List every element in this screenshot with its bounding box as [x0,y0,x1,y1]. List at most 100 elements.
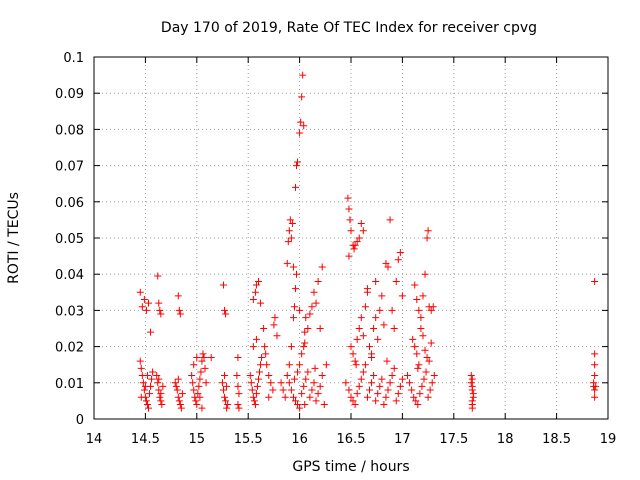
data-point [322,361,330,369]
data-point [287,386,295,394]
data-point [291,397,299,405]
x-tick-label: 18 [497,432,514,447]
data-point [143,372,151,380]
data-point [414,401,422,409]
data-point [171,379,179,387]
data-point [257,299,265,307]
y-tick-label: 0.09 [55,87,84,102]
data-point [344,194,352,202]
data-point [137,364,145,372]
data-point [422,368,430,376]
data-point [353,390,361,398]
data-point [219,379,226,387]
x-tick-label: 19 [600,432,617,447]
x-axis-title: GPS time / hours [292,459,409,475]
data-point [291,285,299,293]
data-point [207,353,215,361]
data-point [350,245,358,253]
data-point [137,393,145,401]
y-tick-label: 0.03 [55,304,84,319]
data-point [592,382,600,390]
data-point [370,325,378,332]
data-point [234,353,242,361]
data-point [267,379,275,387]
data-point [384,263,392,271]
data-point [294,401,302,409]
data-point [190,386,198,394]
data-point [221,393,229,401]
data-point [138,303,146,311]
data-point [159,382,167,390]
data-point [175,306,183,314]
data-point [301,401,309,409]
data-point [368,353,376,361]
x-tick-label: 14.5 [131,432,160,447]
data-point [136,357,144,365]
data-point [304,325,312,332]
data-point [421,270,429,278]
data-point [372,397,380,405]
data-point [223,382,231,390]
data-point [363,285,371,293]
y-tick-label: 0 [76,413,84,428]
data-point [411,281,419,289]
chart-title: Day 170 of 2019, Rate Of TEC Index for r… [161,20,537,36]
y-axis: 0 0.01 0.02 0.03 0.04 0.05 0.06 0.07 0.08 0.09 0.1 [55,51,608,428]
data-point [193,401,201,409]
data-point [176,401,184,409]
data-point [306,393,314,401]
data-point [260,325,268,332]
data-point [252,281,260,289]
data-point [467,379,475,387]
y-tick-label: 0.05 [55,232,84,247]
data-point [293,162,301,170]
data-point [342,379,350,387]
data-point [304,368,312,376]
data-point [148,375,156,383]
data-point [416,390,424,398]
data-point [388,306,396,314]
x-tick-label: 15.5 [234,432,263,447]
data-point [363,393,371,401]
data-point [196,393,204,401]
data-point [174,375,182,383]
data-point [404,372,412,380]
data-point [192,397,200,405]
data-point [258,353,266,361]
data-point [262,350,270,358]
data-point [427,306,435,314]
data-point [415,306,423,314]
data-point [251,288,259,296]
data-point [193,353,201,361]
data-point [198,357,206,365]
x-tick-label: 16 [291,432,308,447]
data-point [302,314,310,322]
data-point [221,306,229,314]
data-point [265,393,273,401]
data-point [301,328,309,336]
data-point [372,314,380,322]
data-point [357,375,365,383]
data-point [398,292,406,300]
data-point [157,310,165,318]
data-point [428,379,436,387]
data-point [368,379,376,387]
data-point [312,299,320,307]
data-point [353,335,361,343]
data-point [380,401,388,409]
y-tick-label: 0.1 [63,51,84,66]
data-point [246,372,254,380]
data-point [298,390,306,398]
data-point [249,296,257,304]
data-point [189,379,197,387]
data-point [296,306,304,314]
data-point [394,390,402,398]
data-point [254,277,262,285]
data-point [419,332,427,340]
data-point [202,379,210,387]
data-point [190,361,198,369]
data-point [257,361,265,369]
data-point [252,335,260,343]
data-point [430,372,438,380]
data-point [591,361,599,369]
